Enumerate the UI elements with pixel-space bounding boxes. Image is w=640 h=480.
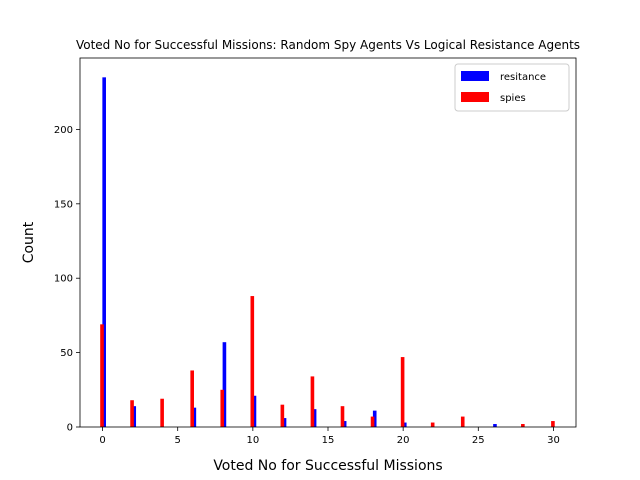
chart-title: Voted No for Successful Missions: Random…: [76, 38, 580, 52]
spies-bar: [190, 370, 194, 427]
resistance-bar: [282, 418, 287, 427]
resistance-bar: [493, 424, 497, 427]
legend-swatch: [461, 71, 489, 81]
spies-bar: [280, 404, 285, 427]
x-tick-label: 30: [547, 435, 560, 446]
resistance-bar: [222, 342, 227, 427]
legend-swatch: [461, 92, 489, 102]
spies-bar: [551, 421, 555, 427]
spies-bar: [160, 398, 164, 427]
spies-bar: [430, 422, 435, 427]
spies-bar: [310, 376, 315, 427]
resistance-bar: [342, 421, 347, 427]
spies-bar: [220, 389, 225, 427]
x-tick-label: 10: [246, 435, 259, 446]
resistance-bar: [252, 395, 257, 427]
bars-layer: [100, 77, 555, 427]
y-axis-label: Count: [21, 221, 37, 263]
x-tick-label: 5: [175, 435, 181, 446]
spies-bar: [340, 406, 345, 427]
x-tick-label: 25: [472, 435, 485, 446]
resistance-bar: [402, 422, 407, 427]
legend-label: spies: [500, 93, 526, 104]
resistance-bar: [372, 410, 377, 427]
resistance-bar: [132, 406, 137, 427]
spies-bar: [130, 400, 134, 427]
y-tick-label: 100: [54, 274, 73, 285]
x-axis-label: Voted No for Successful Missions: [213, 458, 442, 474]
resistance-bar: [192, 407, 197, 427]
spies-bar: [250, 296, 255, 427]
resistance-bar: [312, 409, 317, 427]
y-tick-label: 0: [67, 423, 73, 434]
legend: resitance spies: [454, 63, 570, 112]
y-tick-label: 50: [60, 348, 73, 359]
spies-bar: [400, 357, 405, 427]
x-tick-label: 15: [322, 435, 335, 446]
spies-bar: [370, 416, 375, 427]
y-tick-label: 200: [54, 125, 73, 136]
spies-bar: [460, 416, 465, 427]
x-tick-label: 20: [397, 435, 410, 446]
spies-bar: [100, 324, 104, 427]
x-tick-label: 0: [99, 435, 105, 446]
spies-bar: [521, 424, 525, 427]
ticks-layer: 0 5 10 15 20 25 30 0 50 100 150 200: [54, 125, 560, 446]
resistance-bar: [102, 77, 106, 427]
legend-label: resitance: [500, 72, 546, 83]
plot-frame: [79, 57, 577, 428]
y-tick-label: 150: [54, 199, 73, 210]
